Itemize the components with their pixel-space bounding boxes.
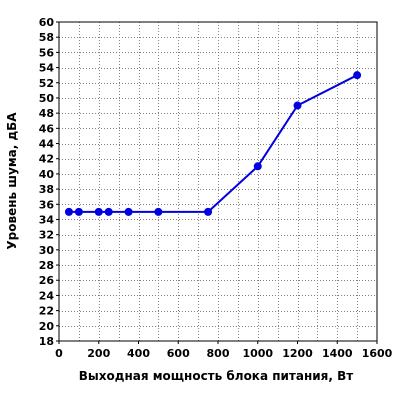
data-point (124, 207, 133, 216)
data-point (253, 162, 262, 171)
y-axis-title: Уровень шума, дБА (5, 112, 19, 250)
data-point (74, 207, 83, 216)
y-tick-label: 46 (39, 122, 55, 135)
x-tick-label: 1000 (242, 347, 273, 360)
x-tick-label: 600 (167, 347, 190, 360)
x-tick-label: 0 (55, 347, 63, 360)
y-tick-label: 38 (39, 183, 54, 196)
y-tick-label: 44 (39, 138, 55, 151)
x-axis-ticks: 0 200 400 600 800 1000 1200 1400 1600 (55, 341, 393, 360)
y-tick-label: 40 (39, 168, 55, 181)
series-line (68, 74, 358, 213)
data-point (353, 71, 362, 80)
data-point (154, 207, 163, 216)
data-point (104, 207, 113, 216)
x-tick-label: 400 (127, 347, 150, 360)
y-tick-label: 60 (39, 16, 55, 29)
y-tick-label: 56 (39, 46, 55, 59)
y-tick-label: 52 (39, 77, 54, 90)
series-layer (64, 71, 362, 216)
y-tick-label: 28 (39, 259, 54, 272)
x-tick-label: 1600 (362, 347, 393, 360)
y-tick-label: 18 (39, 335, 54, 348)
x-axis-title: Выходная мощность блока питания, Вт (79, 369, 354, 383)
x-tick-label: 800 (207, 347, 230, 360)
y-tick-label: 42 (39, 153, 54, 166)
grid (59, 22, 377, 341)
y-tick-label: 54 (39, 62, 55, 75)
data-point (64, 207, 73, 216)
y-tick-label: 20 (39, 320, 55, 333)
y-axis-ticks: 18 20 22 24 26 28 30 32 34 36 38 40 42 44 46 48 50 52 54 56… (39, 16, 59, 348)
x-tick-label: 1200 (282, 347, 313, 360)
y-tick-label: 50 (39, 92, 55, 105)
y-tick-label: 48 (39, 107, 54, 120)
data-point (204, 207, 213, 216)
data-point (94, 207, 103, 216)
y-tick-label: 22 (39, 305, 54, 318)
y-tick-label: 26 (39, 274, 55, 287)
y-tick-label: 30 (39, 244, 55, 257)
y-tick-label: 34 (39, 213, 55, 226)
y-tick-label: 36 (39, 198, 55, 211)
y-tick-label: 32 (39, 229, 54, 242)
x-tick-label: 1400 (322, 347, 353, 360)
y-tick-label: 58 (39, 31, 54, 44)
x-tick-label: 200 (87, 347, 110, 360)
data-point (293, 101, 302, 110)
y-tick-label: 24 (39, 289, 55, 302)
